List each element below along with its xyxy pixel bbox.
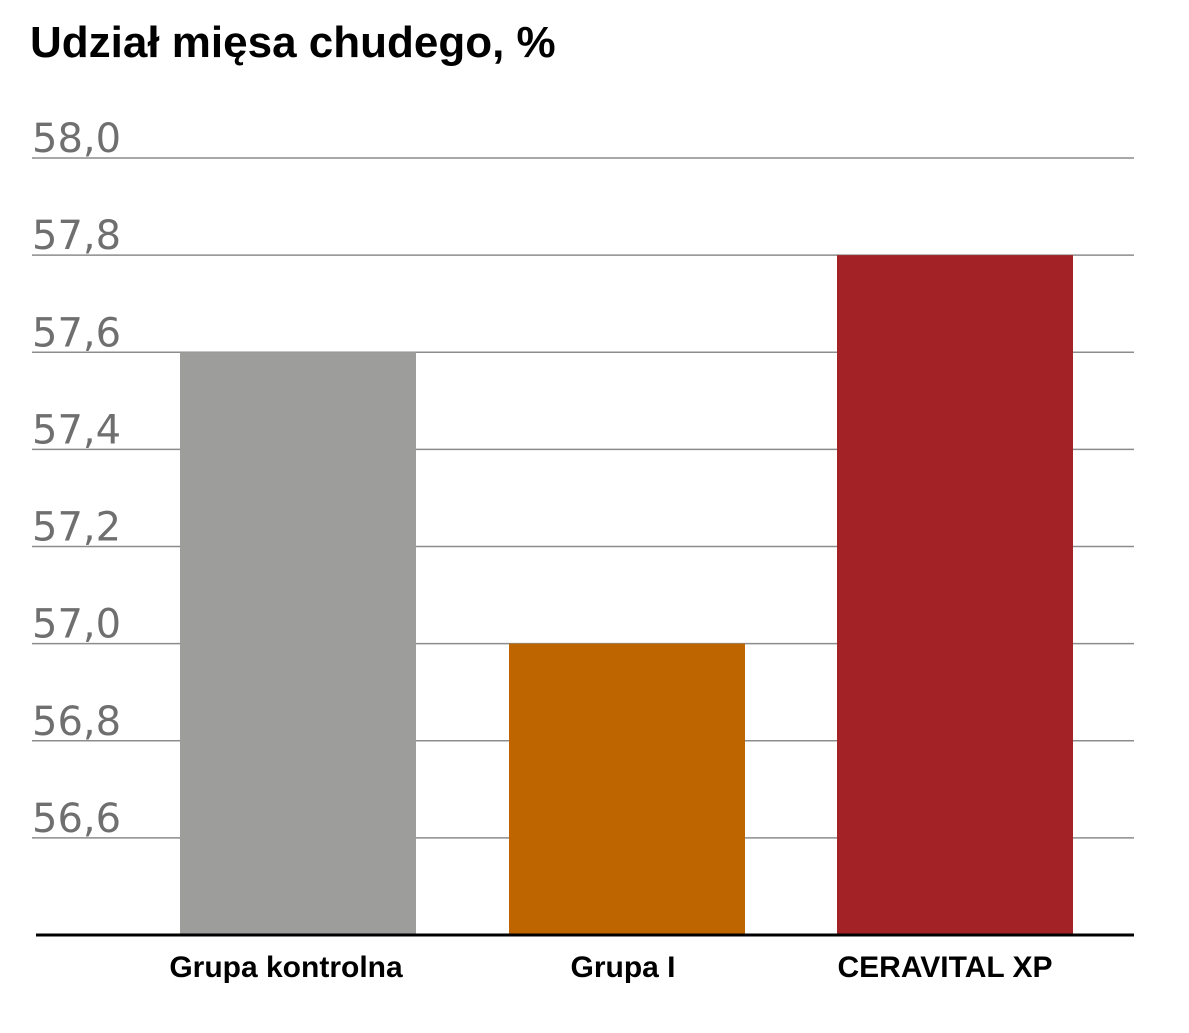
y-axis-tick-labels: 56,6 56,8 57,0 57,2 57,4 57,6 57,8 58,0 <box>32 116 121 842</box>
y-tick-label: 58,0 <box>32 116 121 162</box>
y-tick-label: 56,6 <box>32 796 121 842</box>
bar <box>180 352 416 935</box>
y-tick-label: 57,8 <box>32 213 121 259</box>
y-tick-label: 57,4 <box>32 407 121 453</box>
x-category-label: Grupa I <box>570 951 675 984</box>
y-tick-label: 57,6 <box>32 310 121 356</box>
y-tick-label: 57,0 <box>32 602 121 648</box>
y-tick-label: 57,2 <box>32 505 121 551</box>
y-tick-label: 56,8 <box>32 699 121 745</box>
bars <box>180 255 1073 935</box>
chart-title: Udział mięsa chudego, % <box>30 18 556 67</box>
x-category-label: Grupa kontrolna <box>169 951 403 984</box>
bar <box>509 643 745 935</box>
x-axis-category-labels: Grupa kontrolna Grupa I CERAVITAL XP <box>169 951 1052 984</box>
x-category-label: CERAVITAL XP <box>837 951 1052 984</box>
bar <box>837 255 1073 935</box>
